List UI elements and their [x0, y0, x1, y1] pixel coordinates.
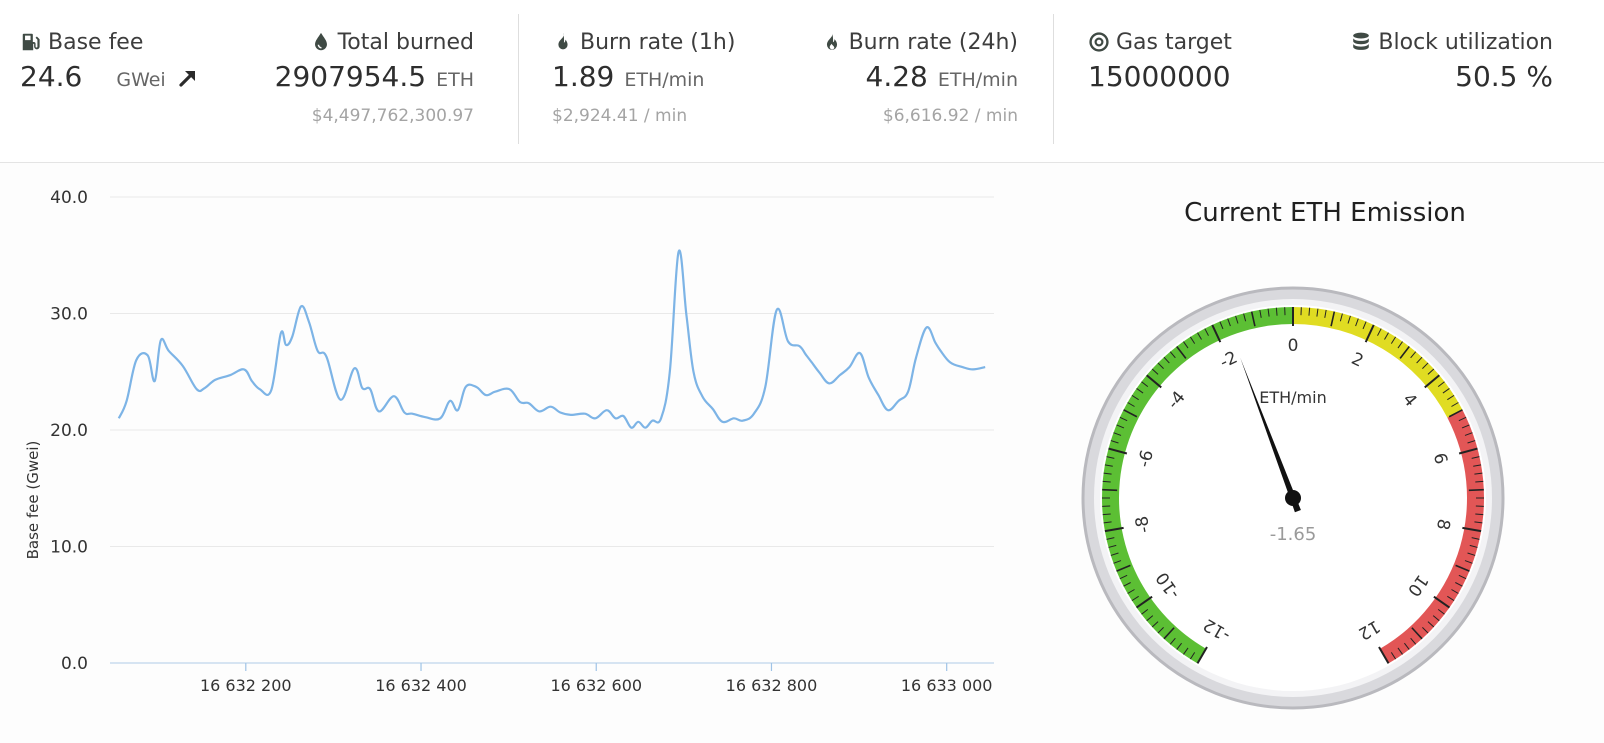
stat-total-burned: Total burned 2907954.5 ETH $4,497,762,30… [230, 26, 474, 126]
fire-icon [821, 31, 843, 53]
stat-gas-target: Gas target 15000000 [1088, 26, 1232, 96]
stats-header: Base fee 24.6 GWei Total burned 2907954.… [0, 0, 1604, 163]
x-tick-label: 16 632 200 [200, 676, 292, 695]
gauge-tick-label: 0 [1288, 336, 1299, 356]
total-burned-unit: ETH [436, 69, 474, 91]
burn-rate-24h-usd: $6,616.92 / min [780, 106, 1018, 126]
y-tick-label: 20.0 [50, 421, 88, 441]
base-fee-line [119, 251, 985, 428]
target-icon [1088, 31, 1110, 53]
block-utilization-label: Block utilization [1378, 30, 1553, 55]
burn-rate-1h-unit: ETH/min [624, 69, 704, 91]
burn-rate-24h-value: 4.28 [866, 60, 928, 93]
stat-block-utilization: Block utilization 50.5 % [1300, 26, 1553, 96]
x-tick-label: 16 633 000 [901, 676, 993, 695]
y-tick-label: 10.0 [50, 538, 88, 558]
stat-base-fee: Base fee 24.6 GWei [20, 26, 200, 96]
gas-target-value: 15000000 [1088, 60, 1231, 93]
gauge-tick-label: -8 [1132, 514, 1155, 534]
drop-icon [310, 31, 332, 53]
gauge-minor-tick [1276, 308, 1277, 316]
fire-icon [552, 31, 574, 53]
burn-rate-24h-label: Burn rate (24h) [849, 30, 1018, 55]
burn-rate-1h-value: 1.89 [552, 60, 614, 93]
total-burned-value: 2907954.5 [275, 60, 426, 93]
y-tick-label: 0.0 [61, 654, 88, 674]
block-utilization-value: 50.5 % [1455, 60, 1553, 93]
y-tick-label: 30.0 [50, 305, 88, 325]
total-burned-usd: $4,497,762,300.97 [230, 106, 474, 126]
burn-rate-24h-unit: ETH/min [938, 69, 1018, 91]
stat-divider [518, 14, 519, 144]
gauge-minor-tick [1102, 490, 1117, 491]
gauge-minor-tick [1103, 514, 1111, 515]
gauge-minor-tick [1103, 481, 1111, 482]
stat-divider [1053, 14, 1054, 144]
gauge-value-label: -1.65 [1270, 524, 1317, 545]
burn-rate-1h-usd: $2,924.41 / min [552, 106, 735, 126]
stat-burn-rate-24h: Burn rate (24h) 4.28 ETH/min $6,616.92 /… [780, 26, 1018, 126]
gauge-minor-tick [1475, 514, 1483, 515]
burn-rate-1h-label: Burn rate (1h) [580, 30, 735, 55]
gauge-needle-hub [1285, 490, 1301, 506]
y-axis-label: Base fee (Gwei) [24, 441, 42, 560]
base-fee-chart[interactable]: 0.0 10.0 20.0 30.0 40.0 16 632 200 16 632 400… [0, 164, 1030, 739]
gauge-unit-label: ETH/min [1259, 388, 1326, 407]
gas-target-label: Gas target [1116, 30, 1232, 55]
y-tick-label: 40.0 [50, 188, 88, 208]
base-fee-unit: GWei [116, 69, 165, 91]
gauge-minor-tick [1469, 490, 1484, 491]
arrow-up-right-icon [176, 66, 200, 90]
database-icon [1350, 31, 1372, 53]
gas-pump-icon [20, 31, 42, 53]
x-tick-label: 16 632 400 [375, 676, 467, 695]
base-fee-value: 24.6 [20, 60, 82, 93]
base-fee-chart-svg[interactable]: 0.0 10.0 20.0 30.0 40.0 16 632 200 16 632 400… [0, 164, 1030, 739]
x-tick-label: 16 632 600 [550, 676, 642, 695]
stat-burn-rate-1h: Burn rate (1h) 1.89 ETH/min $2,924.41 / … [552, 26, 735, 126]
x-tick-label: 16 632 800 [726, 676, 818, 695]
total-burned-label: Total burned [338, 30, 474, 55]
base-fee-label: Base fee [48, 30, 143, 55]
gauge-minor-tick [1475, 481, 1483, 482]
gauge-minor-tick [1309, 308, 1310, 316]
